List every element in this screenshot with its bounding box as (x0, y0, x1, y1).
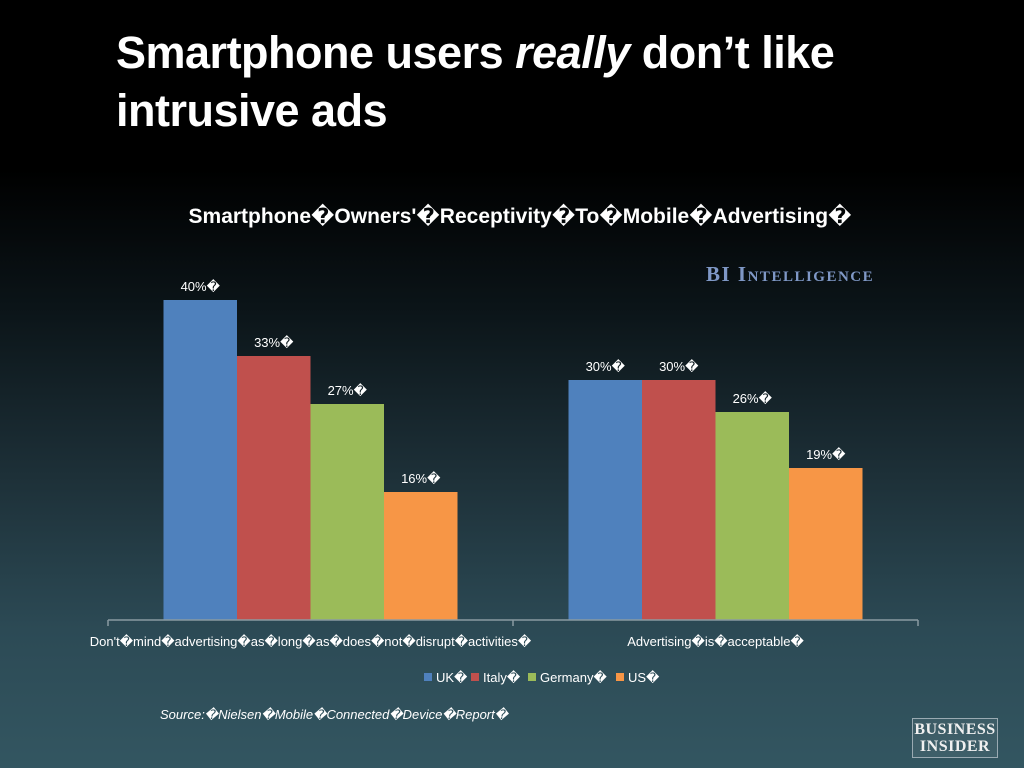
bar-germany-2 (715, 412, 789, 620)
slide-title: Smartphone users really don’t like intru… (116, 24, 976, 140)
bar-uk-2 (568, 380, 642, 620)
logo-line-2: INSIDER (919, 738, 991, 755)
chart-title: Smartphone�Owners'�Receptivity�To�Mobile… (188, 205, 852, 228)
slide-title-prefix: Smartphone users (116, 27, 516, 78)
bar-italy-2 (642, 380, 716, 620)
data-label-germany-1: 27%� (328, 382, 368, 398)
legend-label-uk: UK� (436, 669, 468, 685)
data-label-italy-2: 30%� (659, 358, 699, 374)
data-label-uk-1: 40%� (181, 278, 221, 294)
data-label-uk-2: 30%� (586, 358, 626, 374)
legend-swatch-italy (471, 673, 479, 681)
data-label-us-2: 19%� (806, 446, 846, 462)
category-label-1: Don't�mind�advertising�as�long�as�does�n… (90, 633, 532, 649)
bar-us-2 (789, 468, 863, 620)
legend-label-italy: Italy� (483, 669, 521, 685)
bi-intelligence-watermark: BI Intelligence (706, 262, 875, 286)
bar-italy-1 (237, 356, 311, 620)
legend-swatch-uk (424, 673, 432, 681)
logo-line-1: BUSINESS (914, 721, 996, 738)
data-label-italy-1: 33%� (254, 334, 294, 350)
data-label-germany-2: 26%� (733, 390, 773, 406)
slide-title-suffix: don’t like intrusive ads (116, 27, 835, 136)
data-label-us-1: 16%� (401, 470, 441, 486)
bar-uk-1 (163, 300, 237, 620)
legend-label-germany: Germany� (540, 669, 607, 685)
bar-us-1 (384, 492, 458, 620)
category-label-2: Advertising�is�acceptable� (627, 633, 804, 649)
legend-label-us: US� (628, 669, 660, 685)
business-insider-logo: BUSINESS INSIDER (912, 718, 998, 758)
bar-germany-1 (310, 404, 384, 620)
legend-swatch-germany (528, 673, 536, 681)
legend-swatch-us (616, 673, 624, 681)
source-note: Source:�Nielsen�Mobile�Connected�Device�… (160, 707, 509, 722)
slide-title-emphasis: really (515, 27, 630, 78)
